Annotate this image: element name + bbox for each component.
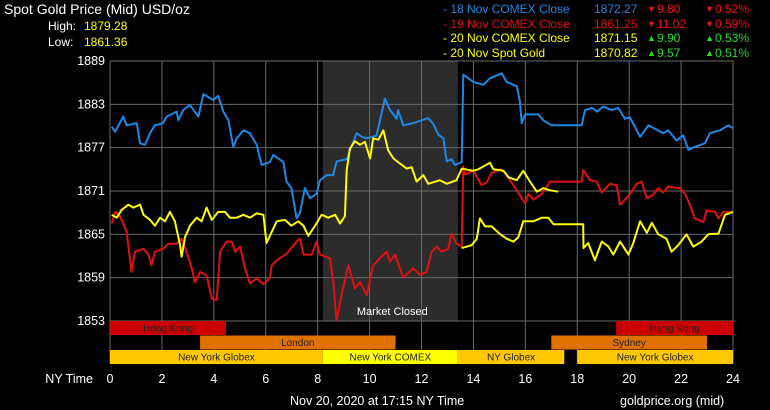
x-tick-label: 24: [726, 372, 740, 386]
session-bar: [577, 350, 733, 364]
x-tick-label: 8: [314, 372, 321, 386]
x-tick-label: 0: [107, 372, 114, 386]
arrow-down-icon: ▼: [705, 18, 714, 29]
x-tick-label: 4: [210, 372, 217, 386]
timestamp: Nov 20, 2020 at 17:15 NY Time: [290, 394, 465, 408]
session-label: London: [281, 338, 314, 349]
session-label: Hong Kong: [650, 324, 700, 335]
y-tick-label: 1865: [77, 227, 105, 241]
session-label: Hong Kong: [143, 324, 193, 335]
y-tick-label: 1853: [77, 314, 105, 328]
legend-label: - 19 Nov COMEX Close: [443, 16, 570, 31]
legend-change: 9.80: [657, 2, 681, 16]
x-axis-label: NY Time: [45, 372, 93, 386]
arrow-up-icon: ▲: [647, 47, 656, 58]
arrow-up-icon: ▲: [705, 47, 714, 58]
session-label: New York Globex: [178, 353, 255, 364]
arrow-up-icon: ▲: [705, 33, 714, 43]
y-tick-label: 1889: [77, 54, 105, 68]
legend-pct: 0.59%: [715, 16, 750, 31]
y-tick-label: 1883: [77, 97, 105, 111]
legend-pct: 0.51%: [715, 45, 750, 60]
arrow-down-icon: ▼: [647, 18, 656, 29]
session-bar: [110, 321, 227, 335]
session-bar: [457, 350, 565, 364]
x-tick-label: 12: [415, 372, 429, 386]
series-line-20-nov-spot-gold: [111, 129, 559, 258]
y-tick-label: 1859: [77, 271, 105, 285]
y-tick-label: 1877: [77, 141, 105, 155]
legend-label: - 18 Nov COMEX Close: [443, 2, 570, 16]
legend-change: 11.02: [657, 16, 687, 31]
legend-change: 9.57: [657, 45, 681, 60]
arrow-down-icon: ▼: [705, 4, 714, 14]
legend-pct: 0.52%: [715, 2, 750, 16]
legend-change: 9.90: [657, 31, 681, 45]
x-tick-label: 10: [363, 372, 377, 386]
legend-pct: 0.53%: [715, 31, 750, 45]
session-bar: [200, 335, 396, 350]
session-label: New York COMEX: [349, 353, 431, 364]
session-bar: [110, 350, 323, 364]
session-label: New York Globex: [617, 353, 694, 364]
low-label: Low:: [48, 35, 74, 49]
x-tick-label: 6: [262, 372, 269, 386]
x-tick-label: 16: [518, 372, 532, 386]
legend-price: 1861.25: [594, 16, 638, 31]
low-value: 1861.36: [84, 35, 128, 49]
legend-price: 1870.82: [594, 45, 638, 60]
x-tick-label: 20: [622, 372, 636, 386]
session-label: NY Globex: [487, 353, 535, 364]
series-line-20-nov-comex-close: [461, 210, 734, 262]
series-line-18-nov-comex-close: [110, 72, 734, 220]
legend-label: - 20 Nov Spot Gold: [443, 45, 546, 60]
session-bar: [551, 335, 708, 350]
legend-price: 1871.15: [594, 31, 638, 45]
session-bar: [322, 350, 458, 364]
market-closed-label: Market Closed: [357, 306, 428, 318]
legend-price: 1872.27: [594, 2, 638, 16]
high-value: 1879.28: [84, 19, 128, 33]
high-label: High:: [48, 19, 77, 33]
x-tick-label: 18: [570, 372, 584, 386]
arrow-up-icon: ▲: [647, 33, 656, 43]
x-tick-label: 2: [158, 372, 165, 386]
arrow-down-icon: ▼: [647, 4, 656, 14]
x-tick-label: 14: [466, 372, 480, 386]
legend-label: - 20 Nov COMEX Close: [443, 31, 570, 45]
x-tick-label: 22: [674, 372, 688, 386]
series-line-19-nov-comex-close: [110, 165, 732, 322]
y-tick-label: 1871: [77, 184, 105, 198]
chart-title: Spot Gold Price (Mid) USD/oz: [4, 1, 190, 17]
session-bar: [616, 321, 733, 335]
source-link[interactable]: goldprice.org (mid): [620, 394, 725, 408]
session-label: Sydney: [612, 338, 645, 349]
